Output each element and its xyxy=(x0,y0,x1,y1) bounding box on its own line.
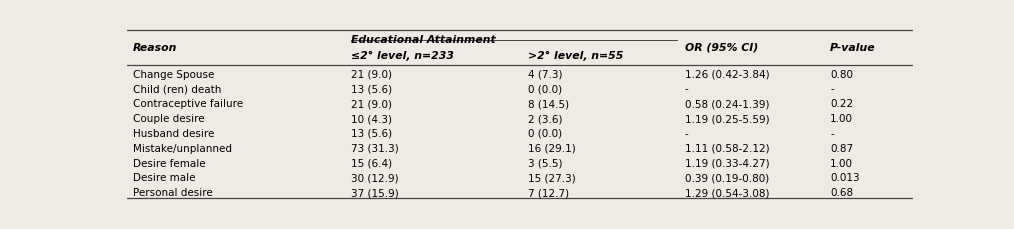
Text: 1.19 (0.25-5.59): 1.19 (0.25-5.59) xyxy=(684,114,770,124)
Text: OR (95% CI): OR (95% CI) xyxy=(684,43,757,53)
Text: Mistake/unplanned: Mistake/unplanned xyxy=(133,143,232,153)
Text: >2° level, n=55: >2° level, n=55 xyxy=(527,51,623,61)
Text: -: - xyxy=(830,84,834,94)
Text: 0.87: 0.87 xyxy=(830,143,853,153)
Text: Personal desire: Personal desire xyxy=(133,187,213,197)
Text: ≤2° level, n=233: ≤2° level, n=233 xyxy=(351,51,453,61)
Text: 1.19 (0.33-4.27): 1.19 (0.33-4.27) xyxy=(684,158,770,168)
Text: Contraceptive failure: Contraceptive failure xyxy=(133,99,243,109)
Text: -: - xyxy=(684,84,689,94)
Text: Desire male: Desire male xyxy=(133,173,196,183)
Text: 1.11 (0.58-2.12): 1.11 (0.58-2.12) xyxy=(684,143,770,153)
Text: Desire female: Desire female xyxy=(133,158,206,168)
Text: 1.00: 1.00 xyxy=(830,158,853,168)
Text: 4 (7.3): 4 (7.3) xyxy=(527,69,562,79)
Text: 0 (0.0): 0 (0.0) xyxy=(527,84,562,94)
Text: 15 (6.4): 15 (6.4) xyxy=(351,158,391,168)
Text: 37 (15.9): 37 (15.9) xyxy=(351,187,399,197)
Text: Husband desire: Husband desire xyxy=(133,128,214,138)
Text: 3 (5.5): 3 (5.5) xyxy=(527,158,562,168)
Text: 73 (31.3): 73 (31.3) xyxy=(351,143,399,153)
Text: Educational Attainment: Educational Attainment xyxy=(351,35,496,44)
Text: 21 (9.0): 21 (9.0) xyxy=(351,99,391,109)
Text: Child (ren) death: Child (ren) death xyxy=(133,84,221,94)
Text: P-value: P-value xyxy=(830,43,876,53)
Text: 13 (5.6): 13 (5.6) xyxy=(351,84,391,94)
Text: 0.80: 0.80 xyxy=(830,69,853,79)
Text: 7 (12.7): 7 (12.7) xyxy=(527,187,569,197)
Text: 30 (12.9): 30 (12.9) xyxy=(351,173,399,183)
Text: 15 (27.3): 15 (27.3) xyxy=(527,173,575,183)
Text: 0 (0.0): 0 (0.0) xyxy=(527,128,562,138)
Text: 1.26 (0.42-3.84): 1.26 (0.42-3.84) xyxy=(684,69,770,79)
Text: 0.68: 0.68 xyxy=(830,187,853,197)
Text: 10 (4.3): 10 (4.3) xyxy=(351,114,391,124)
Text: -: - xyxy=(684,128,689,138)
Text: Reason: Reason xyxy=(133,43,177,53)
Text: 0.58 (0.24-1.39): 0.58 (0.24-1.39) xyxy=(684,99,770,109)
Text: 13 (5.6): 13 (5.6) xyxy=(351,128,391,138)
Text: 21 (9.0): 21 (9.0) xyxy=(351,69,391,79)
Text: Couple desire: Couple desire xyxy=(133,114,205,124)
Text: 1.29 (0.54-3.08): 1.29 (0.54-3.08) xyxy=(684,187,770,197)
Text: 0.39 (0.19-0.80): 0.39 (0.19-0.80) xyxy=(684,173,769,183)
Text: 8 (14.5): 8 (14.5) xyxy=(527,99,569,109)
Text: Change Spouse: Change Spouse xyxy=(133,69,214,79)
Text: 0.013: 0.013 xyxy=(830,173,860,183)
Text: 1.00: 1.00 xyxy=(830,114,853,124)
Text: 2 (3.6): 2 (3.6) xyxy=(527,114,562,124)
Text: -: - xyxy=(830,128,834,138)
Text: 16 (29.1): 16 (29.1) xyxy=(527,143,575,153)
Text: 0.22: 0.22 xyxy=(830,99,853,109)
